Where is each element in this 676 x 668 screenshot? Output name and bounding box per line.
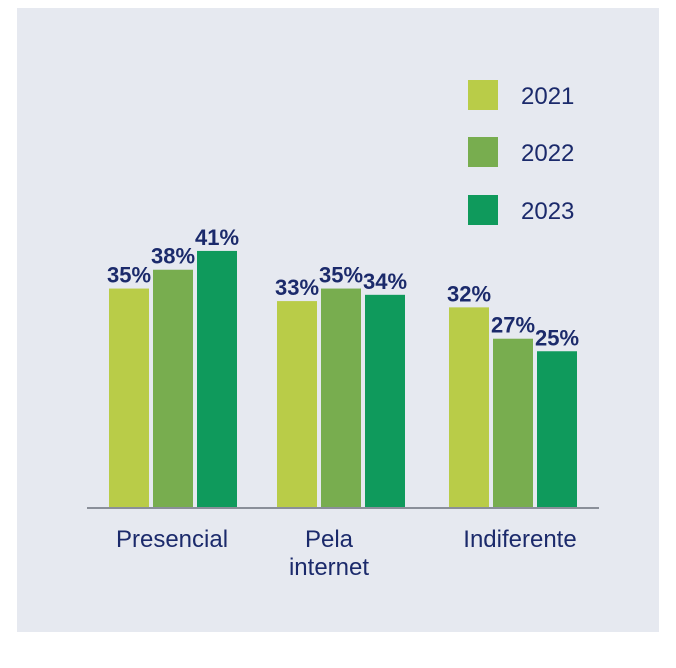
data-label: 35% bbox=[107, 263, 151, 288]
bar-pela-internet-2021 bbox=[277, 301, 317, 508]
bar-chart: 35%38%41%33%35% 34%32%27%25%Presencial Pel… bbox=[87, 80, 599, 581]
data-label: 25% bbox=[535, 325, 579, 350]
chart-panel: 35% 38% 41% 33% 35% 34% 32% 27% 25% Presencial Pel… bbox=[17, 8, 659, 632]
category-label: Indiferente bbox=[463, 526, 576, 553]
bar-presencial-2023 bbox=[197, 250, 237, 508]
bar-indiferente-2023 bbox=[537, 351, 577, 508]
data-label: 41% bbox=[195, 225, 239, 250]
bar-indiferente-2021 bbox=[449, 307, 489, 508]
legend-swatch-2022 bbox=[468, 137, 498, 167]
bar-indiferente-2022 bbox=[493, 338, 533, 508]
data-label: 38% bbox=[151, 244, 195, 269]
bar-presencial-2021 bbox=[109, 288, 149, 508]
data-label: 33% bbox=[275, 275, 319, 300]
legend-swatch-2023 bbox=[468, 195, 498, 225]
data-label: 27% bbox=[491, 313, 535, 338]
legend-label-2022: 2022 bbox=[521, 140, 574, 167]
data-label: 35% bbox=[319, 263, 363, 288]
legend-swatch-2021 bbox=[468, 80, 498, 110]
bar-pela-internet-2023 bbox=[365, 294, 405, 508]
data-label: 32% bbox=[447, 281, 491, 306]
legend-label-2023: 2023 bbox=[521, 198, 574, 225]
bar-pela-internet-2022 bbox=[321, 288, 361, 508]
data-label: 34% bbox=[363, 269, 407, 294]
category-label: Pela internet bbox=[289, 526, 369, 581]
legend-label-2021: 2021 bbox=[521, 83, 574, 110]
bar-presencial-2022 bbox=[153, 269, 193, 508]
category-label: Presencial bbox=[116, 526, 228, 553]
